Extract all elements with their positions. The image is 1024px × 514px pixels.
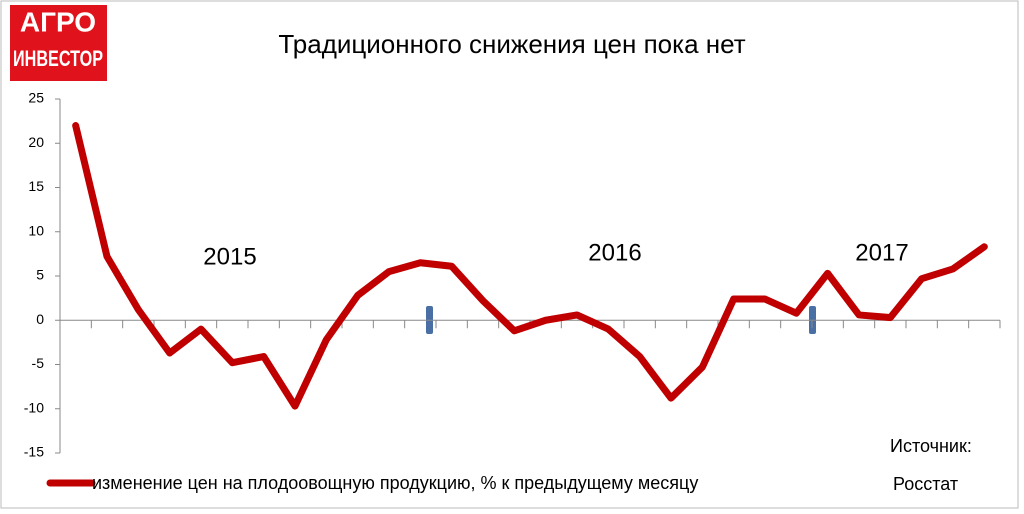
logo-text: ИНВЕСТОР	[13, 46, 103, 71]
logo-text: АГРО	[20, 6, 96, 37]
y-tick-label: -5	[32, 355, 45, 371]
y-tick-label: 0	[36, 311, 44, 327]
logo-box	[10, 5, 107, 81]
y-tick-label: 15	[28, 178, 44, 194]
y-tick-label: -15	[24, 444, 44, 460]
series-line	[72, 122, 988, 410]
source-value: Росстат	[893, 474, 958, 494]
annotation: 2016	[588, 239, 641, 266]
annotation: 2017	[855, 239, 908, 266]
annotation: 2015	[203, 243, 256, 270]
source-label: Источник:	[890, 436, 972, 456]
y-tick-label: 20	[28, 134, 44, 150]
y-tick-label: 10	[28, 222, 44, 238]
y-tick-label: 5	[36, 267, 44, 283]
legend-label: изменение цен на плодоовощную продукцию,…	[92, 473, 698, 493]
chart-title: Традиционного снижения цен пока нет	[278, 29, 745, 59]
y-tick-label: -10	[24, 399, 44, 415]
y-tick-label: 25	[28, 90, 44, 106]
